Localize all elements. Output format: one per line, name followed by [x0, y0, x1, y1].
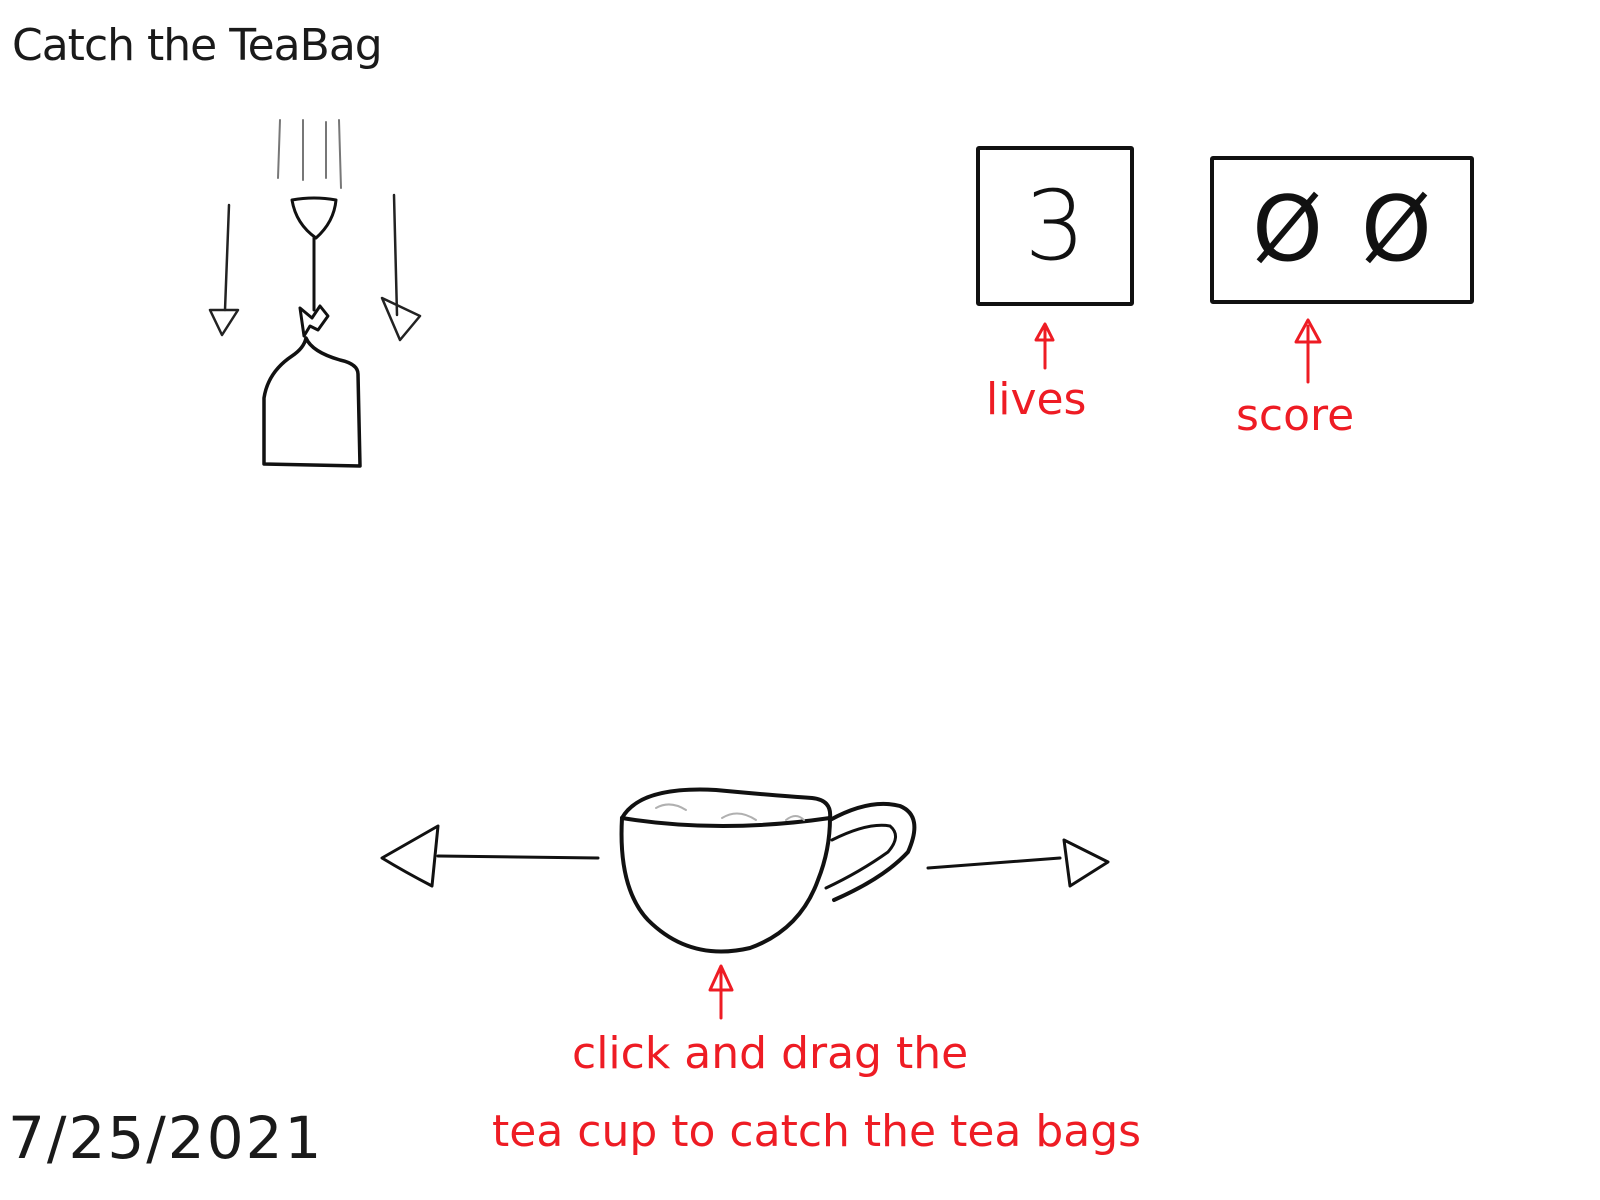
sketch-date: 7/25/2021	[8, 1104, 324, 1172]
move-right-arrow-icon	[926, 838, 1110, 888]
teacup-icon[interactable]	[619, 787, 917, 954]
score-digit: Ø	[1361, 177, 1432, 282]
instruction-line-1: click and drag the	[572, 1028, 969, 1079]
score-label: score	[1236, 390, 1355, 441]
down-arrow-left-icon	[208, 203, 240, 337]
score-counter: Ø Ø	[1210, 156, 1474, 304]
motion-line	[277, 119, 281, 179]
lives-counter: 3	[976, 146, 1134, 306]
lives-pointer-arrow	[1034, 322, 1055, 370]
lives-value: 3	[1024, 170, 1086, 282]
score-pointer-arrow	[1294, 318, 1322, 384]
score-digit: Ø	[1252, 177, 1323, 282]
down-arrow-right-icon	[380, 193, 422, 342]
game-title: Catch the TeaBag	[12, 20, 383, 71]
instruction-line-2: tea cup to catch the tea bags	[492, 1106, 1142, 1157]
teabag-icon	[262, 196, 362, 468]
move-left-arrow-icon	[380, 824, 600, 888]
motion-line	[338, 119, 342, 189]
cup-pointer-arrow	[708, 964, 734, 1020]
falling-teabag	[208, 119, 422, 468]
lives-label: lives	[986, 374, 1087, 425]
